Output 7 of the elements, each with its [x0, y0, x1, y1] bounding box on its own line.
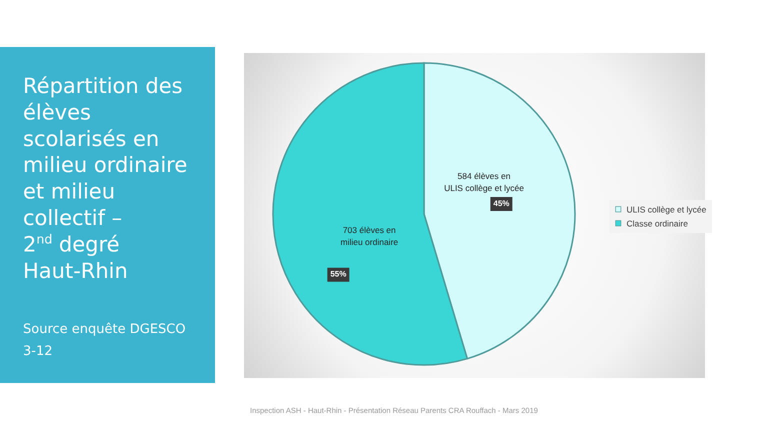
source-note: Source enquête DGESCO 3-12: [23, 322, 186, 359]
data-label: 584 élèves en ULIS collège et lycée: [444, 171, 524, 194]
data-label: 703 élèves en milieu ordinaire: [340, 225, 398, 248]
text: 55%: [330, 270, 346, 279]
legend-label: ULIS collège et lycée: [626, 204, 707, 214]
text: 45%: [493, 199, 510, 208]
legend-label: Classe ordinaire: [626, 218, 688, 228]
